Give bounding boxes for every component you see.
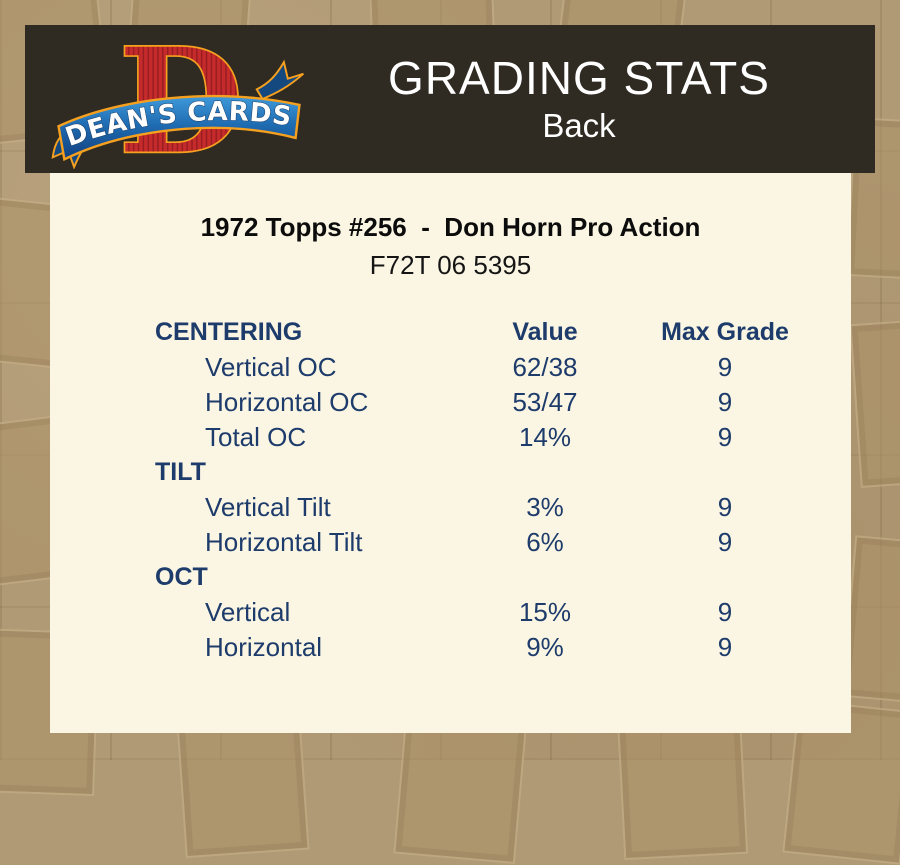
card-title: 1972 Topps #256 - Don Horn Pro Action <box>200 212 701 242</box>
row-max-grade: 9 <box>717 387 733 417</box>
ribbon-banner <box>57 95 301 162</box>
row-value: 9% <box>526 632 564 662</box>
row-label: Vertical OC <box>205 352 337 382</box>
content-panel: 1972 Topps #256 - Don Horn Pro Action F7… <box>50 173 851 733</box>
section-header-tilt: TILT <box>155 458 206 486</box>
row-value: 14% <box>518 422 572 452</box>
header-text-block: GRADING STATS Back <box>283 25 875 173</box>
section-header-oct: OCT <box>155 563 208 591</box>
row-max-grade: 9 <box>717 492 733 522</box>
row-max-grade: 9 <box>717 352 733 382</box>
column-header-max-grade: Max Grade <box>661 318 789 346</box>
deans-cards-logo-graphic: D DEAN'S CARDS <box>51 15 304 187</box>
row-max-grade: 9 <box>717 632 733 662</box>
header-bar: D DEAN'S CARDS GRADING STATS Back <box>25 15 875 187</box>
table-row: Total OC 14% 9 <box>155 420 815 455</box>
row-max-grade: 9 <box>717 527 733 557</box>
table-row: Vertical OC 62/38 9 <box>155 350 815 385</box>
table-row: Vertical Tilt 3% 9 <box>155 490 815 525</box>
row-label: Horizontal <box>205 632 323 662</box>
deans-cards-logo[interactable]: D DEAN'S CARDS <box>45 15 313 187</box>
card-code: F72T 06 5395 <box>369 250 532 280</box>
table-header-row: CENTERING Value Max Grade <box>155 315 815 350</box>
row-value: 15% <box>518 597 572 627</box>
row-max-grade: 9 <box>717 597 733 627</box>
section-header-row: OCT <box>155 560 815 595</box>
background-card <box>849 316 900 488</box>
row-value: 6% <box>526 527 564 557</box>
ribbon-right-fold <box>255 59 304 101</box>
row-label: Vertical <box>205 597 291 627</box>
table-row: Horizontal OC 53/47 9 <box>155 385 815 420</box>
card-side-label: Back <box>542 107 616 145</box>
row-label: Vertical Tilt <box>205 492 331 522</box>
page-title: GRADING STATS <box>388 51 770 104</box>
grading-stats-table: CENTERING Value Max Grade Vertical OC 62… <box>155 315 815 665</box>
column-header-value: Value <box>512 318 578 346</box>
row-value: 3% <box>526 492 564 522</box>
row-value: 53/47 <box>512 387 578 417</box>
table-row: Vertical 15% 9 <box>155 595 815 630</box>
row-label: Horizontal OC <box>205 387 369 417</box>
row-label: Total OC <box>205 422 307 452</box>
table-row: Horizontal 9% 9 <box>155 630 815 665</box>
row-value: 62/38 <box>512 352 578 382</box>
table-row: Horizontal Tilt 6% 9 <box>155 525 815 560</box>
section-header-row: TILT <box>155 455 815 490</box>
row-label: Horizontal Tilt <box>205 527 363 557</box>
section-header-centering: CENTERING <box>155 318 303 346</box>
row-max-grade: 9 <box>717 422 733 452</box>
